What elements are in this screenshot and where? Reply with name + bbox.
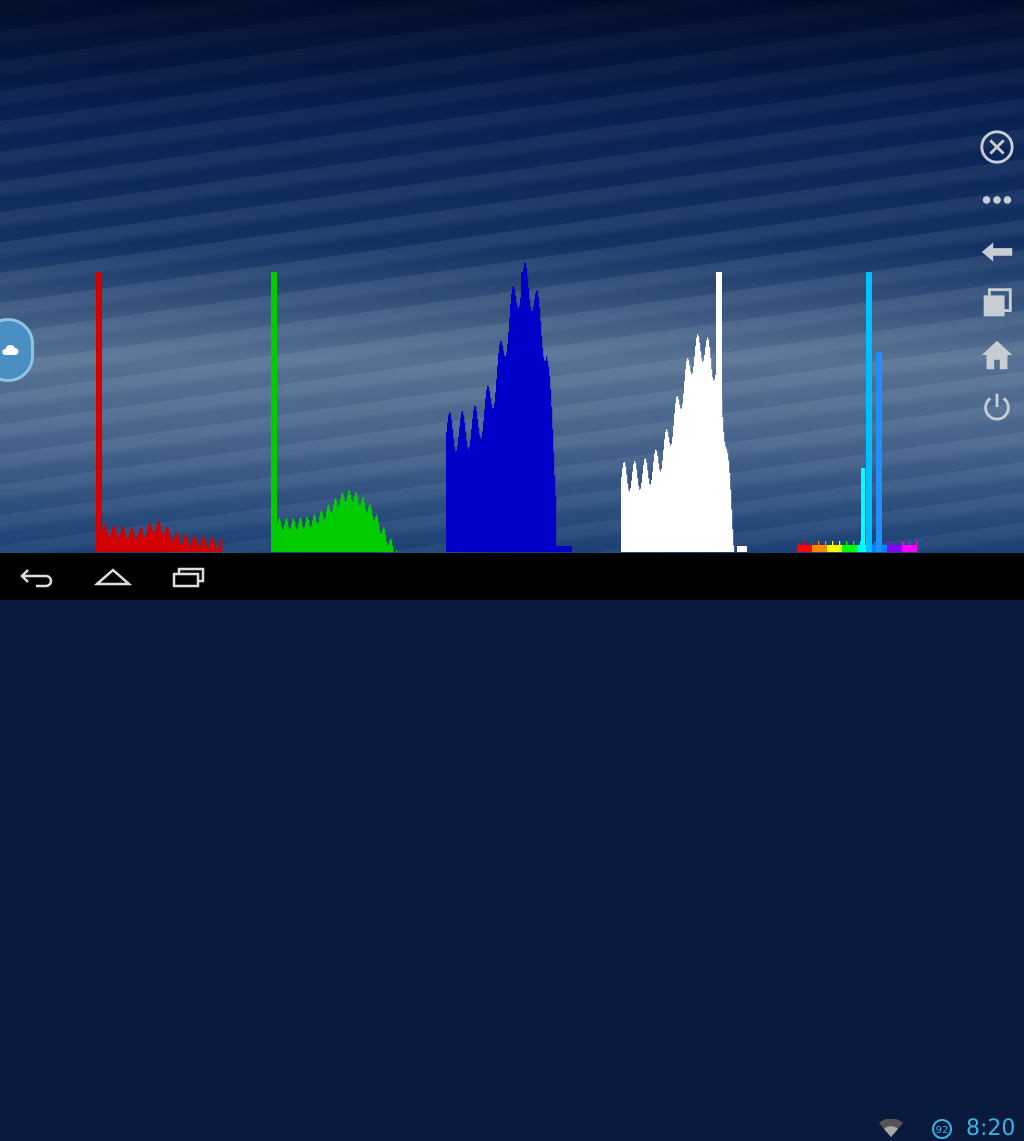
recent-windows-icon <box>978 284 1016 322</box>
battery-indicator: 92 <box>932 1119 952 1139</box>
recent-windows-button[interactable] <box>976 282 1018 324</box>
home-icon <box>94 566 132 588</box>
home-button[interactable] <box>976 334 1018 376</box>
clock: 8:20 <box>966 1116 1015 1141</box>
hue-histogram-bar <box>916 541 917 552</box>
more-icon <box>978 180 1016 218</box>
close-icon <box>978 128 1016 166</box>
navigation-bar: 92 8:20 <box>0 553 1024 600</box>
back-arrow-icon <box>978 232 1016 270</box>
more-button[interactable] <box>976 178 1018 220</box>
wifi-icon <box>878 1119 904 1139</box>
histogram-overlay <box>0 0 1024 553</box>
white-histogram-bar <box>733 545 734 552</box>
power-button[interactable] <box>976 386 1018 428</box>
camera-preview <box>0 0 1024 553</box>
nav-home-button[interactable] <box>83 559 143 595</box>
nav-back-button[interactable] <box>8 559 68 595</box>
cloud-icon <box>1 344 19 356</box>
blue-histogram-spike <box>521 272 527 552</box>
red-histogram-bar <box>221 538 222 552</box>
blue-histogram-tail <box>556 546 572 552</box>
nav-recent-button[interactable] <box>158 559 218 595</box>
green-histogram-bar <box>392 546 393 552</box>
hue-histogram-spike-tertiary <box>861 468 865 552</box>
power-icon <box>978 388 1016 426</box>
white-histogram-tail <box>737 546 747 552</box>
hue-histogram-spike-secondary <box>876 352 882 552</box>
back-button[interactable] <box>976 230 1018 272</box>
white-histogram-spike <box>716 272 722 552</box>
green-histogram-bar <box>396 550 397 552</box>
close-button[interactable] <box>976 126 1018 168</box>
green-histogram-spike <box>271 272 277 552</box>
back-icon <box>20 566 56 588</box>
home-icon <box>978 336 1016 374</box>
hue-histogram-spike <box>866 272 872 552</box>
blue-histogram-bar <box>555 496 556 552</box>
red-histogram-spike <box>96 272 102 552</box>
recent-apps-icon <box>170 566 206 588</box>
